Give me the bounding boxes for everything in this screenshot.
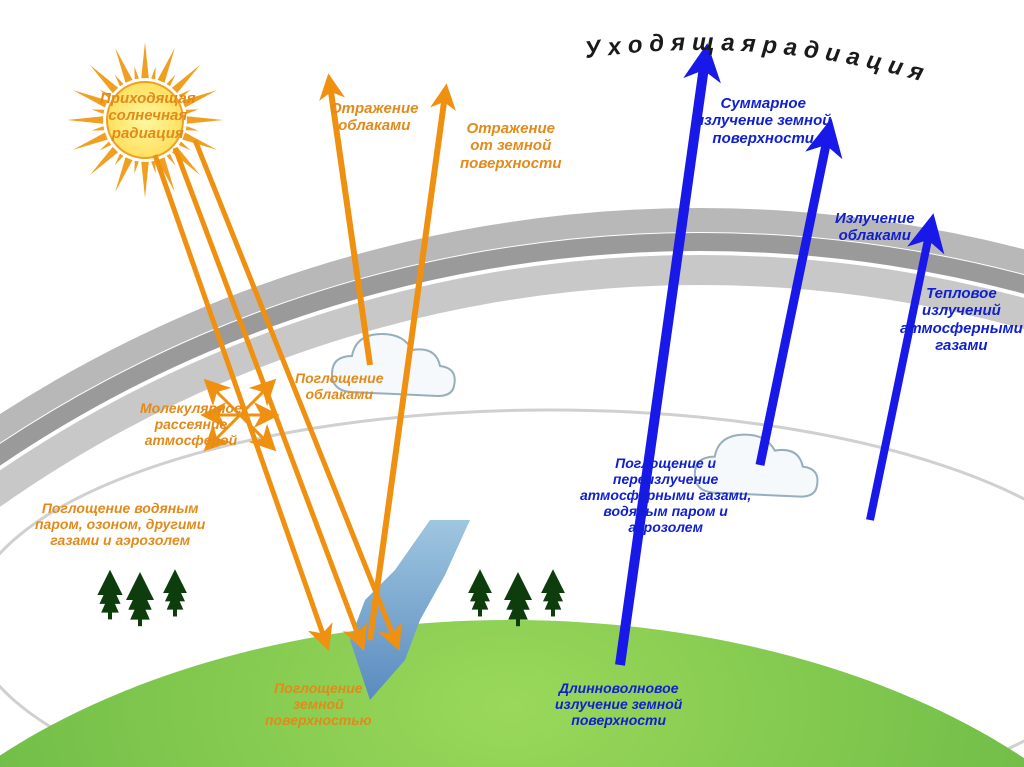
sun-ray xyxy=(115,48,132,83)
sun-ray xyxy=(141,162,149,198)
ground xyxy=(0,620,1024,767)
label-l_total: Суммарное излучение земной поверхности xyxy=(695,95,831,147)
tree-1 xyxy=(126,572,154,620)
total-emission xyxy=(620,60,705,665)
diagram-stage: У х о д я щ а я р а д и а ц и я Приходящ… xyxy=(0,0,1024,767)
sun-ray xyxy=(115,157,132,192)
sun-ray xyxy=(141,42,149,78)
tree-2 xyxy=(163,569,187,609)
tree-0 xyxy=(97,570,122,613)
sun-ray xyxy=(67,116,103,124)
tree-5 xyxy=(541,569,565,609)
label-l_sun: Приходящая солнечная радиация xyxy=(100,90,196,142)
tree-4 xyxy=(504,572,532,620)
label-l_abs_cloud: Поглощение облаками xyxy=(295,370,384,402)
label-l_abs_surf: Поглощение земной поверхностью xyxy=(265,680,372,728)
label-l_scatter: Молекулярное рассеяние атмосферой xyxy=(140,400,242,448)
label-l_abs_vapor: Поглощение водяным паром, озоном, другим… xyxy=(35,500,205,548)
label-l_cloud_em: Излучение облаками xyxy=(835,210,915,245)
label-l_refl_cloud: Отражение облаками xyxy=(330,100,418,135)
label-l_longwave: Длинноволновое излучение земной поверхно… xyxy=(555,680,682,728)
sun-ray xyxy=(90,65,118,93)
cloud-emission xyxy=(760,135,828,465)
tree-3 xyxy=(468,569,492,609)
sun-ray xyxy=(158,48,175,83)
label-l_refl_surf: Отражение от земной поверхности xyxy=(460,120,562,172)
sun-ray xyxy=(90,147,118,175)
label-l_reemit: Поглощение и переизлучение атмосферными … xyxy=(580,455,751,535)
title-outgoing-radiation: У х о д я щ а я р а д и а ц и я xyxy=(583,29,927,87)
label-l_gas_em: Тепловое излучений атмосферными газами xyxy=(900,285,1023,354)
scatter-arrow xyxy=(240,387,268,415)
sun-ray xyxy=(172,65,200,93)
